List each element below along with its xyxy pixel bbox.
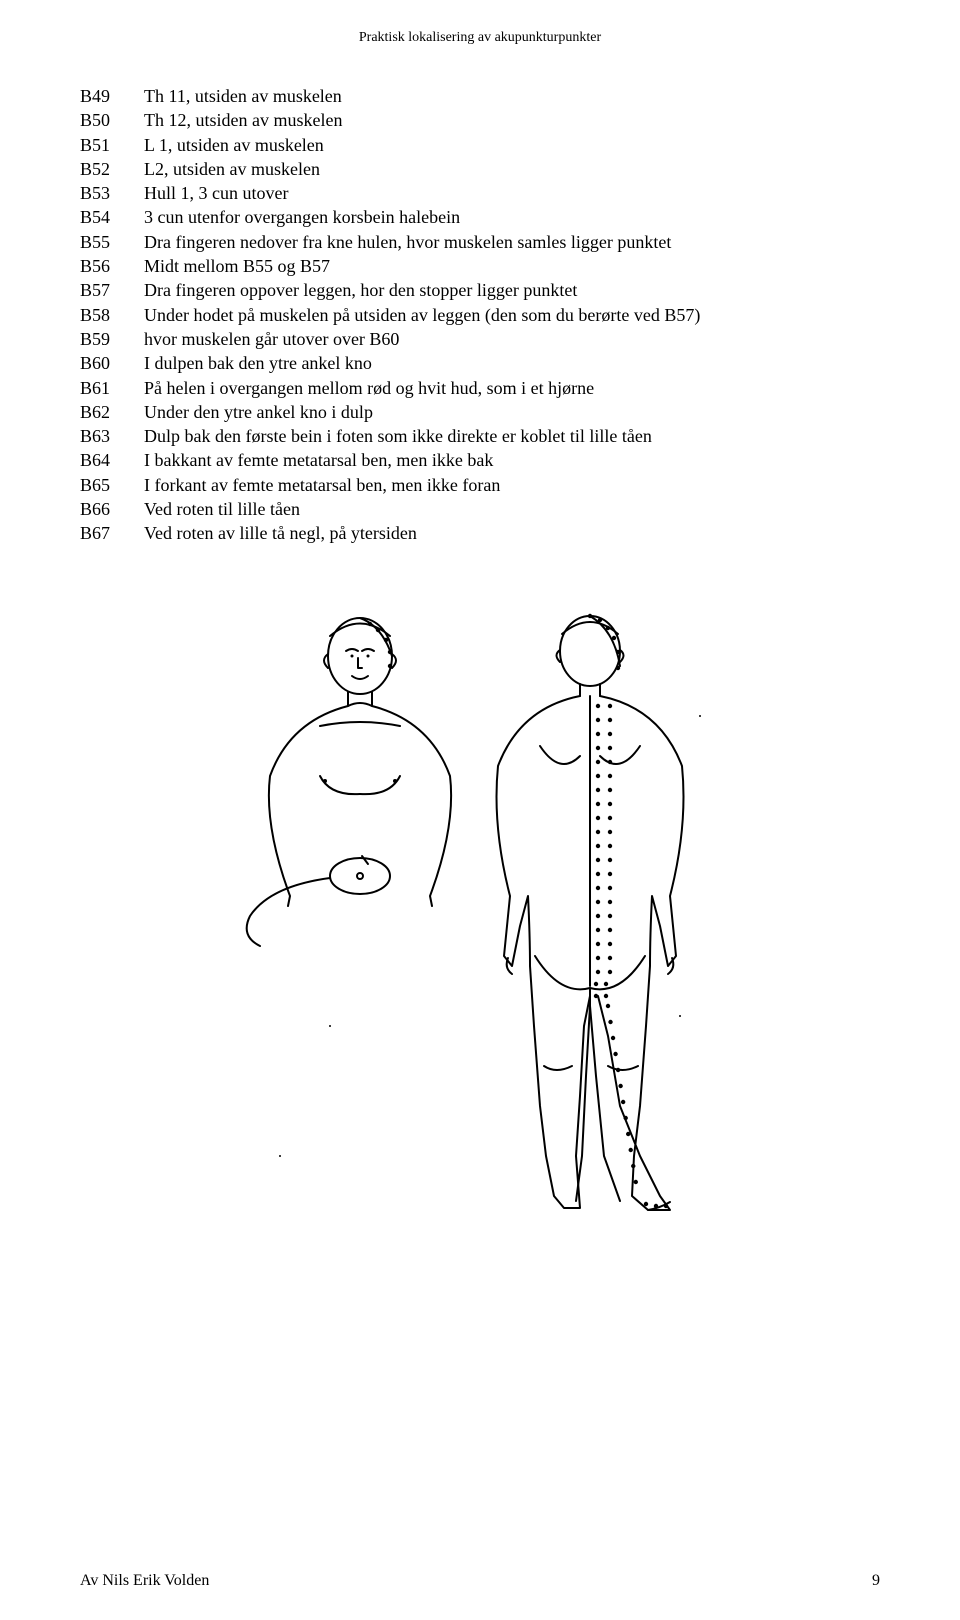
list-item: B57Dra fingeren oppover leggen, hor den … (80, 278, 880, 302)
item-description: Ved roten til lille tåen (144, 497, 880, 521)
item-code: B58 (80, 303, 144, 327)
list-item: B51L 1, utsiden av muskelen (80, 133, 880, 157)
footer-page-number: 9 (872, 1572, 880, 1590)
list-item: B55Dra fingeren nedover fra kne hulen, h… (80, 230, 880, 254)
item-description: 3 cun utenfor overgangen korsbein halebe… (144, 205, 880, 229)
item-description: Th 12, utsiden av muskelen (144, 108, 880, 132)
item-code: B65 (80, 473, 144, 497)
item-description: L 1, utsiden av muskelen (144, 133, 880, 157)
list-item: B58Under hodet på muskelen på utsiden av… (80, 303, 880, 327)
item-description: I dulpen bak den ytre ankel kno (144, 351, 880, 375)
item-code: B63 (80, 424, 144, 448)
item-code: B52 (80, 157, 144, 181)
list-item: B53Hull 1, 3 cun utover (80, 181, 880, 205)
item-code: B60 (80, 351, 144, 375)
point-list: B49Th 11, utsiden av muskelenB50Th 12, u… (80, 84, 880, 546)
item-description: I forkant av femte metatarsal ben, men i… (144, 473, 880, 497)
list-item: B49Th 11, utsiden av muskelen (80, 84, 880, 108)
item-code: B66 (80, 497, 144, 521)
item-code: B53 (80, 181, 144, 205)
item-description: Ved roten av lille tå negl, på ytersiden (144, 521, 880, 545)
item-description: Hull 1, 3 cun utover (144, 181, 880, 205)
item-description: Dulp bak den første bein i foten som ikk… (144, 424, 880, 448)
item-description: Under den ytre ankel kno i dulp (144, 400, 880, 424)
footer-author: Av Nils Erik Volden (80, 1572, 209, 1590)
item-code: B57 (80, 278, 144, 302)
item-code: B55 (80, 230, 144, 254)
item-description: På helen i overgangen mellom rød og hvit… (144, 376, 880, 400)
item-code: B64 (80, 448, 144, 472)
item-code: B62 (80, 400, 144, 424)
list-item: B50Th 12, utsiden av muskelen (80, 108, 880, 132)
list-item: B64I bakkant av femte metatarsal ben, me… (80, 448, 880, 472)
list-item: B66Ved roten til lille tåen (80, 497, 880, 521)
item-description: L2, utsiden av muskelen (144, 157, 880, 181)
item-description: Dra fingeren nedover fra kne hulen, hvor… (144, 230, 880, 254)
list-item: B59hvor muskelen går utover over B60 (80, 327, 880, 351)
list-item: B63Dulp bak den første bein i foten som … (80, 424, 880, 448)
list-item: B62Under den ytre ankel kno i dulp (80, 400, 880, 424)
list-item: B67Ved roten av lille tå negl, på ytersi… (80, 521, 880, 545)
list-item: B543 cun utenfor overgangen korsbein hal… (80, 205, 880, 229)
item-code: B67 (80, 521, 144, 545)
anatomy-figure (80, 596, 880, 1236)
item-code: B50 (80, 108, 144, 132)
item-description: Dra fingeren oppover leggen, hor den sto… (144, 278, 880, 302)
item-code: B49 (80, 84, 144, 108)
list-item: B61På helen i overgangen mellom rød og h… (80, 376, 880, 400)
list-item: B56Midt mellom B55 og B57 (80, 254, 880, 278)
list-item: B65I forkant av femte metatarsal ben, me… (80, 473, 880, 497)
list-item: B60I dulpen bak den ytre ankel kno (80, 351, 880, 375)
page-header: Praktisk lokalisering av akupunkturpunkt… (80, 30, 880, 46)
item-code: B59 (80, 327, 144, 351)
item-code: B61 (80, 376, 144, 400)
item-description: hvor muskelen går utover over B60 (144, 327, 880, 351)
item-description: Under hodet på muskelen på utsiden av le… (144, 303, 880, 327)
item-code: B51 (80, 133, 144, 157)
item-code: B56 (80, 254, 144, 278)
item-description: Th 11, utsiden av muskelen (144, 84, 880, 108)
list-item: B52L2, utsiden av muskelen (80, 157, 880, 181)
item-description: I bakkant av femte metatarsal ben, men i… (144, 448, 880, 472)
item-description: Midt mellom B55 og B57 (144, 254, 880, 278)
item-code: B54 (80, 205, 144, 229)
